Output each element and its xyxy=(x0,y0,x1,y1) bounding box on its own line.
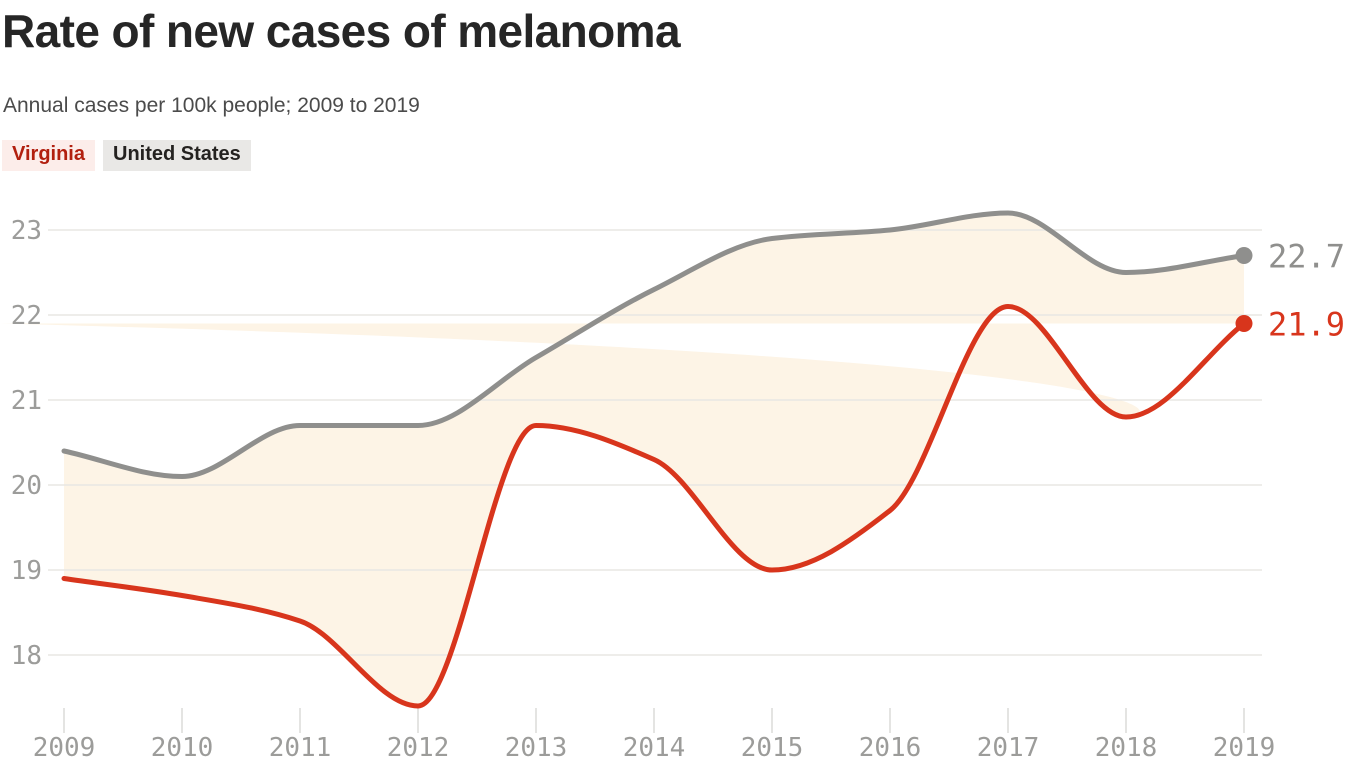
page-title: Rate of new cases of melanoma xyxy=(2,5,681,57)
y-axis-label: 18 xyxy=(11,641,42,671)
series-line-virginia xyxy=(61,304,1247,709)
page-subtitle: Annual cases per 100k people; 2009 to 20… xyxy=(3,94,420,117)
legend-item-virginia: Virginia xyxy=(2,140,95,171)
end-dot-virginia xyxy=(1235,315,1253,332)
x-axis-label: 2018 xyxy=(1095,733,1158,763)
y-axis-label: 20 xyxy=(11,471,42,501)
series-band xyxy=(0,213,1244,706)
y-axis-label: 21 xyxy=(11,386,42,416)
y-axis-label: 23 xyxy=(11,216,42,246)
y-axis-label: 19 xyxy=(11,556,42,586)
x-axis-label: 2010 xyxy=(151,733,214,763)
end-dot-united-states xyxy=(1235,247,1253,264)
end-value-label-virginia: 21.9 xyxy=(1268,306,1345,344)
series-line-united-states xyxy=(61,210,1247,479)
legend: Virginia United States xyxy=(2,140,251,171)
x-axis-label: 2017 xyxy=(977,733,1040,763)
x-axis-label: 2019 xyxy=(1213,733,1276,763)
x-axis-label: 2015 xyxy=(741,733,804,763)
x-axis-label: 2014 xyxy=(623,733,686,763)
legend-item-united-states: United States xyxy=(103,140,251,171)
x-axis-label: 2016 xyxy=(859,733,922,763)
x-axis-label: 2012 xyxy=(387,733,450,763)
y-axis-label: 22 xyxy=(11,301,42,331)
x-axis-label: 2009 xyxy=(33,733,96,763)
x-axis-label: 2011 xyxy=(269,733,332,763)
end-value-label-united-states: 22.7 xyxy=(1268,238,1345,276)
x-axis-label: 2013 xyxy=(505,733,568,763)
